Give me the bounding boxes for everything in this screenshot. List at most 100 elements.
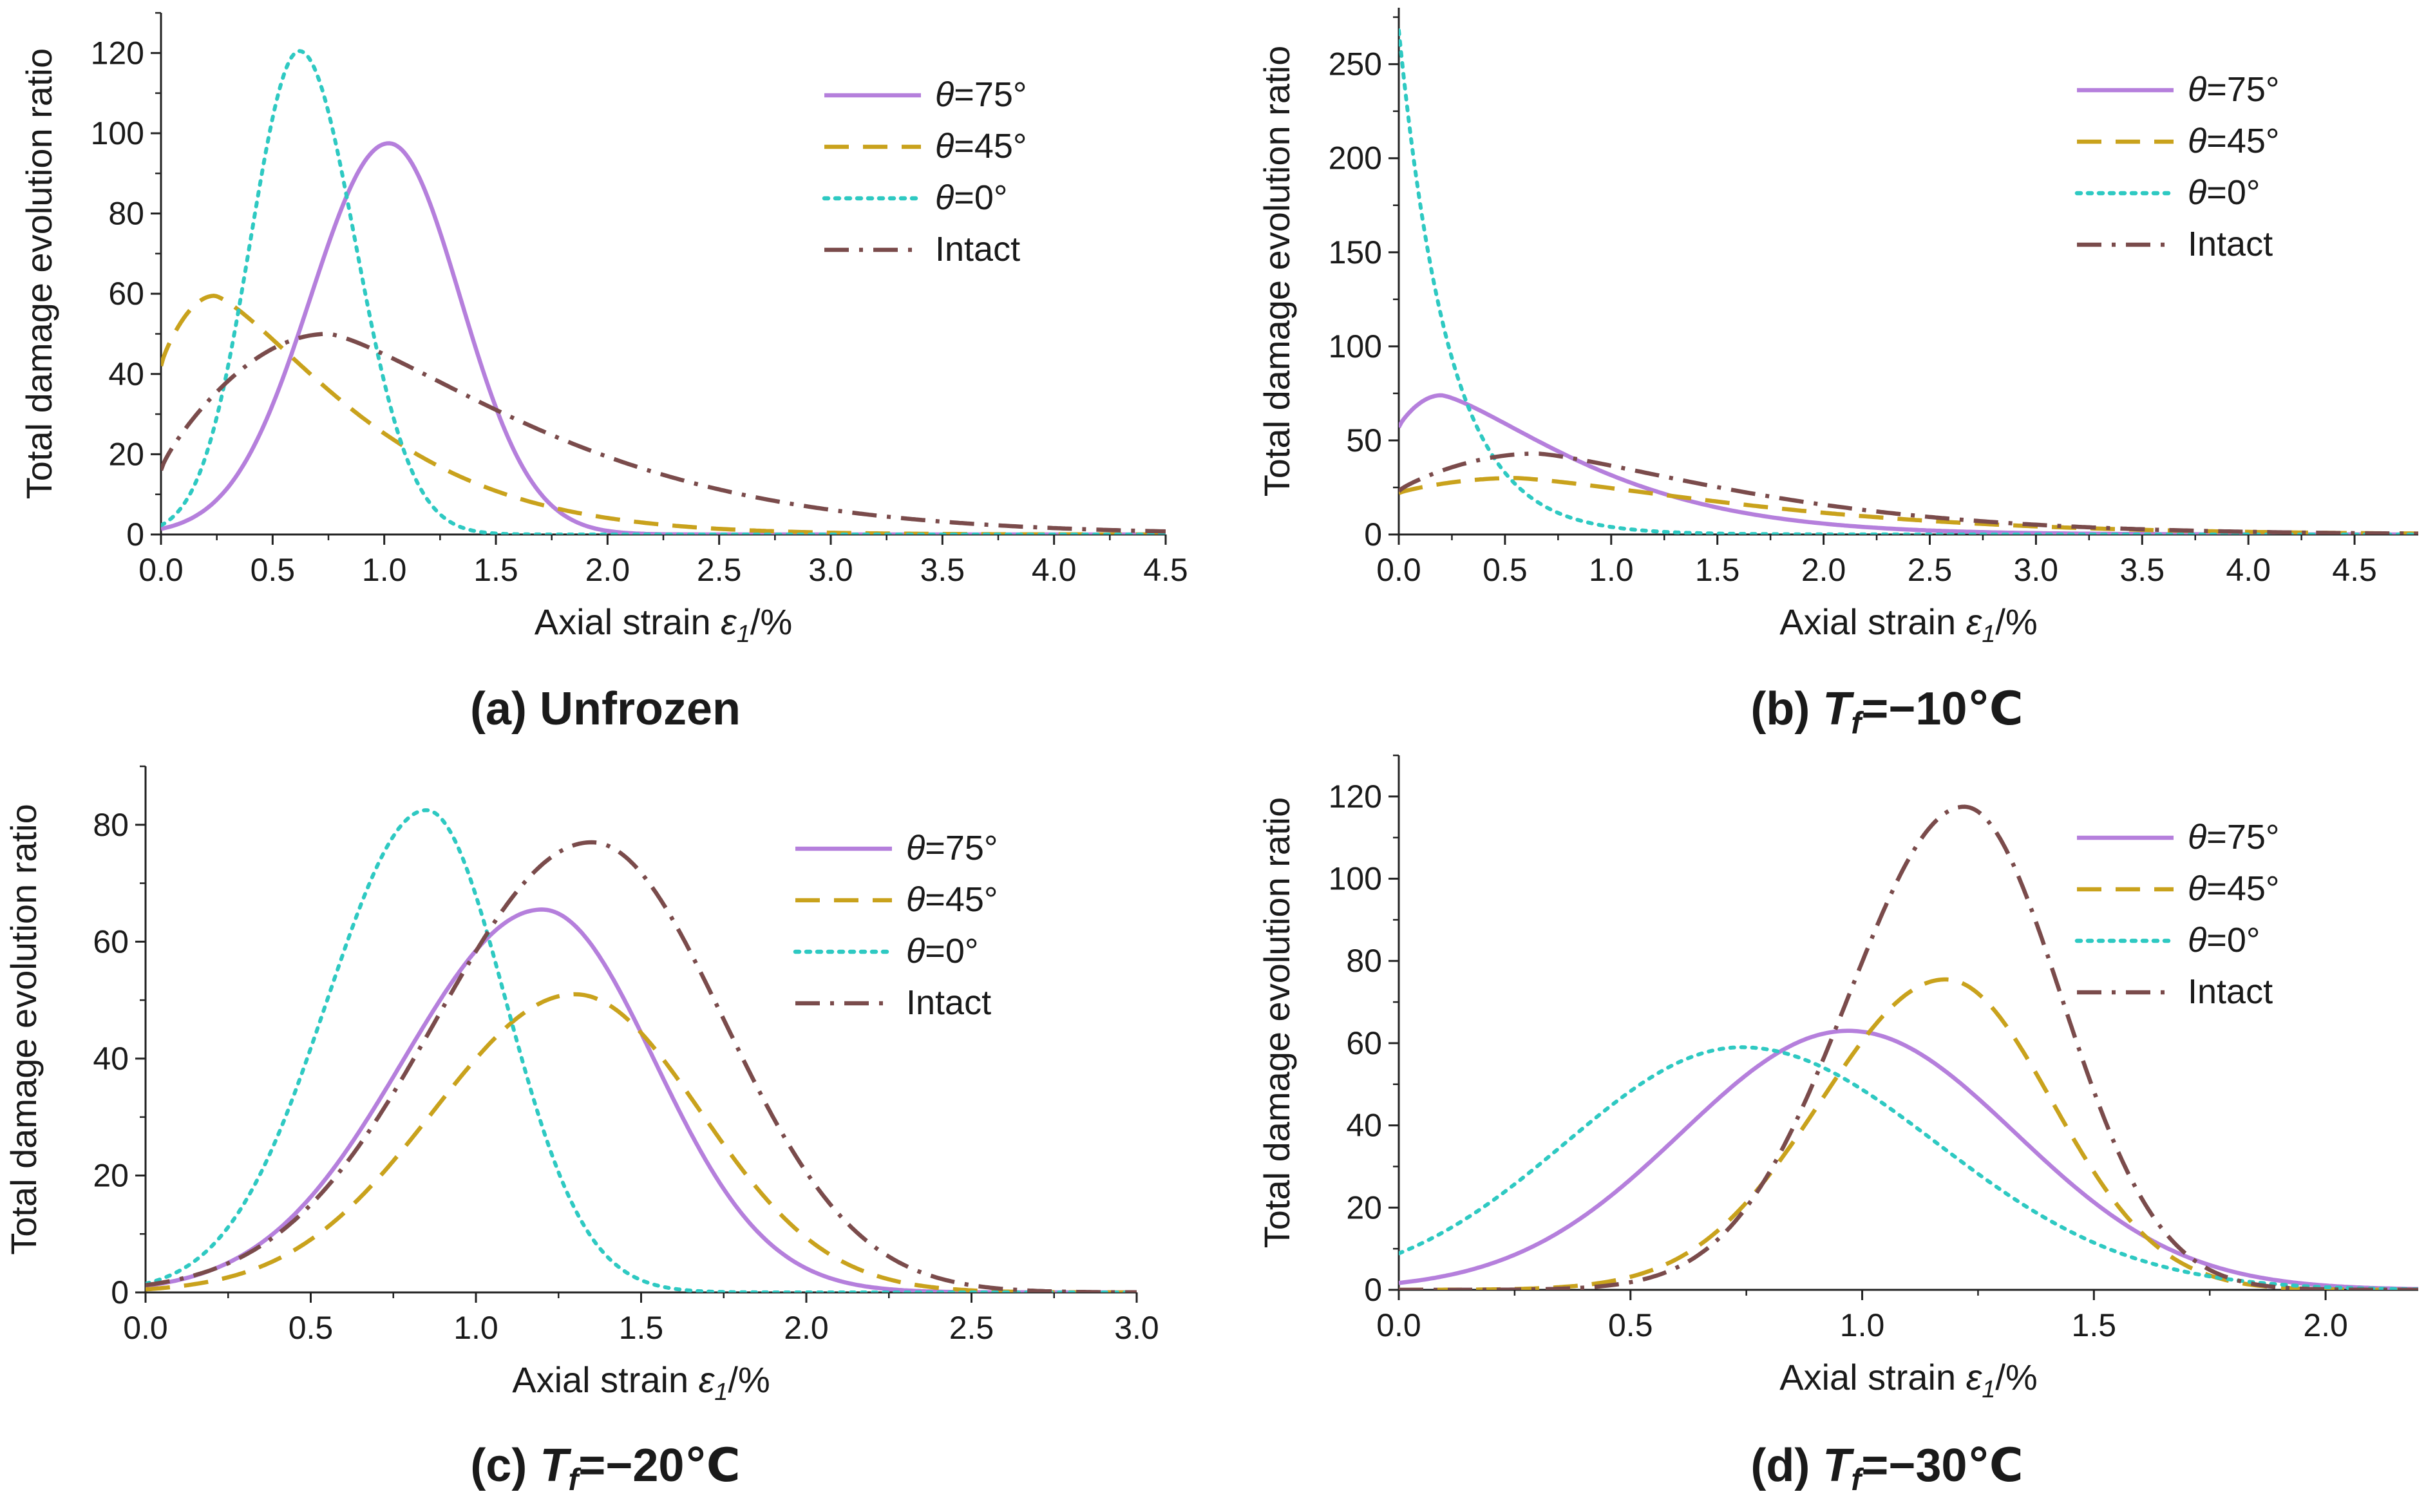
chart-panel-d: 0.0 0.5 1.0 1.5 2.0 0 20 40 60 80 100 120 Axial stra…: [1256, 754, 2418, 1497]
series-line-theta75: [1399, 1028, 2418, 1290]
x-axis-title: Axial strain ε1/%: [1779, 601, 2038, 648]
y-tick-label: 120: [91, 35, 144, 71]
series-line-theta0: [161, 49, 1166, 534]
x-tick-label: 1.5: [619, 1310, 664, 1346]
x-tick-label: 0.0: [123, 1310, 168, 1346]
x-tick-label: 1.0: [1589, 552, 1634, 588]
y-tick-label: 0: [126, 516, 144, 553]
y-tick-label: 100: [1329, 861, 1382, 897]
x-tick-label: 2.0: [1801, 552, 1846, 588]
x-tick-label: 4.0: [2226, 552, 2271, 588]
y-tick-label: 40: [108, 356, 144, 392]
x-axis-title: Axial strain ε1/%: [535, 601, 793, 648]
legend-label-theta45: θ=45°: [935, 127, 1027, 165]
x-tick-label: 1.5: [1695, 552, 1740, 588]
x-tick-label: 2.5: [1908, 552, 1953, 588]
y-axis-title: Total damage evolution ratio: [1256, 46, 1297, 496]
chart-panel-c: 0.0 0.5 1.0 1.5 2.0 2.5 3.0 0 20 40 60 80 Axial stra…: [3, 765, 1159, 1497]
legend-label-theta75: θ=75°: [906, 829, 998, 867]
y-tick-label: 0: [1364, 516, 1382, 553]
series-line-theta0: [146, 808, 1137, 1292]
x-tick-label: 2.0: [2303, 1307, 2348, 1343]
legend-label-theta0: θ=0°: [935, 178, 1007, 217]
x-tick-label: 3.5: [2120, 552, 2165, 588]
series-line-theta45: [146, 992, 1137, 1292]
legend-label-theta45: θ=45°: [2188, 122, 2280, 160]
series-line-intact: [161, 332, 1166, 534]
y-tick-label: 150: [1329, 234, 1382, 270]
x-tick-label: 2.5: [697, 552, 742, 588]
panel-caption-d: (d) Tf=−30℃: [1750, 1440, 2023, 1497]
legend-label-intact: Intact: [2188, 972, 2273, 1011]
legend-label-intact: Intact: [906, 983, 991, 1022]
series-line-theta0: [1399, 1045, 2418, 1290]
y-tick-label: 200: [1329, 140, 1382, 176]
x-tick-label: 3.0: [2014, 552, 2059, 588]
y-tick-label: 0: [111, 1274, 129, 1310]
y-tick-label: 50: [1346, 422, 1382, 458]
legend-label-theta75: θ=75°: [2188, 70, 2280, 109]
y-tick-label: 0: [1364, 1272, 1382, 1308]
legend-label-theta45: θ=45°: [2188, 869, 2280, 908]
y-tick-label: 60: [108, 276, 144, 312]
x-tick-label: 1.0: [362, 552, 407, 588]
x-tick-label: 2.0: [585, 552, 630, 588]
y-tick-label: 20: [108, 436, 144, 472]
panel-caption-c: (c) Tf=−20℃: [470, 1440, 740, 1497]
legend-label-intact: Intact: [2188, 225, 2273, 263]
x-tick-label: 1.0: [1840, 1307, 1885, 1343]
y-tick-label: 80: [1346, 943, 1382, 979]
legend-label-intact: Intact: [935, 230, 1020, 269]
x-tick-label: 3.0: [1114, 1310, 1159, 1346]
x-tick-label: 3.5: [920, 552, 965, 588]
chart-panel-b: 0.0 0.5 1.0 1.5 2.0 2.5 3.0 3.5 4.0 4.5 0 50 100 150 2…: [1256, 8, 2418, 741]
x-tick-label: 1.5: [473, 552, 518, 588]
series-line-theta75: [1399, 393, 2418, 534]
y-tick-label: 80: [93, 807, 129, 843]
y-tick-label: 80: [108, 196, 144, 232]
series-line-theta75: [161, 141, 1166, 534]
x-tick-label: 4.5: [1143, 552, 1188, 588]
series-line-theta45: [161, 294, 1166, 534]
legend-label-theta45: θ=45°: [906, 880, 998, 919]
series-line-intact: [1399, 451, 2418, 534]
x-axis-title: Axial strain ε1/%: [512, 1359, 770, 1406]
series-line-theta0: [1399, 28, 2418, 534]
y-tick-label: 120: [1329, 779, 1382, 815]
x-tick-label: 4.5: [2332, 552, 2377, 588]
x-tick-label: 0.0: [1376, 1307, 1421, 1343]
series-line-intact: [1399, 804, 2418, 1290]
legend-label-theta0: θ=0°: [2188, 921, 2260, 959]
series-line-theta75: [146, 907, 1137, 1292]
y-tick-label: 250: [1329, 46, 1382, 82]
x-tick-label: 4.0: [1032, 552, 1077, 588]
panel-caption-b: (b) Tf=−10℃: [1750, 683, 2023, 741]
x-tick-label: 0.5: [1483, 552, 1528, 588]
y-tick-label: 60: [1346, 1025, 1382, 1061]
y-axis-title: Total damage evolution ratio: [1256, 797, 1297, 1248]
y-tick-label: 100: [1329, 328, 1382, 364]
y-tick-label: 20: [93, 1157, 129, 1193]
y-axis-title: Total damage evolution ratio: [19, 48, 59, 499]
x-tick-label: 0.5: [251, 552, 296, 588]
x-tick-label: 1.0: [453, 1310, 498, 1346]
y-tick-label: 100: [91, 115, 144, 151]
y-tick-label: 40: [93, 1041, 129, 1077]
x-tick-label: 2.0: [784, 1310, 829, 1346]
x-tick-label: 0.0: [1376, 552, 1421, 588]
series-line-theta45: [1399, 977, 2418, 1290]
x-axis-title: Axial strain ε1/%: [1779, 1357, 2038, 1403]
y-tick-label: 60: [93, 923, 129, 959]
chart-panel-a: 0.0 0.5 1.0 1.5 2.0 2.5 3.0 3.5 4.0 4.5 0 20 40 60 80 1…: [19, 12, 1188, 735]
x-tick-label: 0.5: [1608, 1307, 1653, 1343]
x-tick-label: 2.5: [949, 1310, 994, 1346]
legend-label-theta0: θ=0°: [2188, 173, 2260, 212]
y-tick-label: 20: [1346, 1189, 1382, 1225]
series-line-theta45: [1399, 476, 2418, 534]
y-tick-label: 40: [1346, 1108, 1382, 1144]
x-tick-label: 0.5: [289, 1310, 334, 1346]
legend-label-theta75: θ=75°: [2188, 818, 2280, 856]
legend-label-theta0: θ=0°: [906, 932, 978, 970]
panel-caption-a: (a) Unfrozen: [470, 683, 741, 735]
